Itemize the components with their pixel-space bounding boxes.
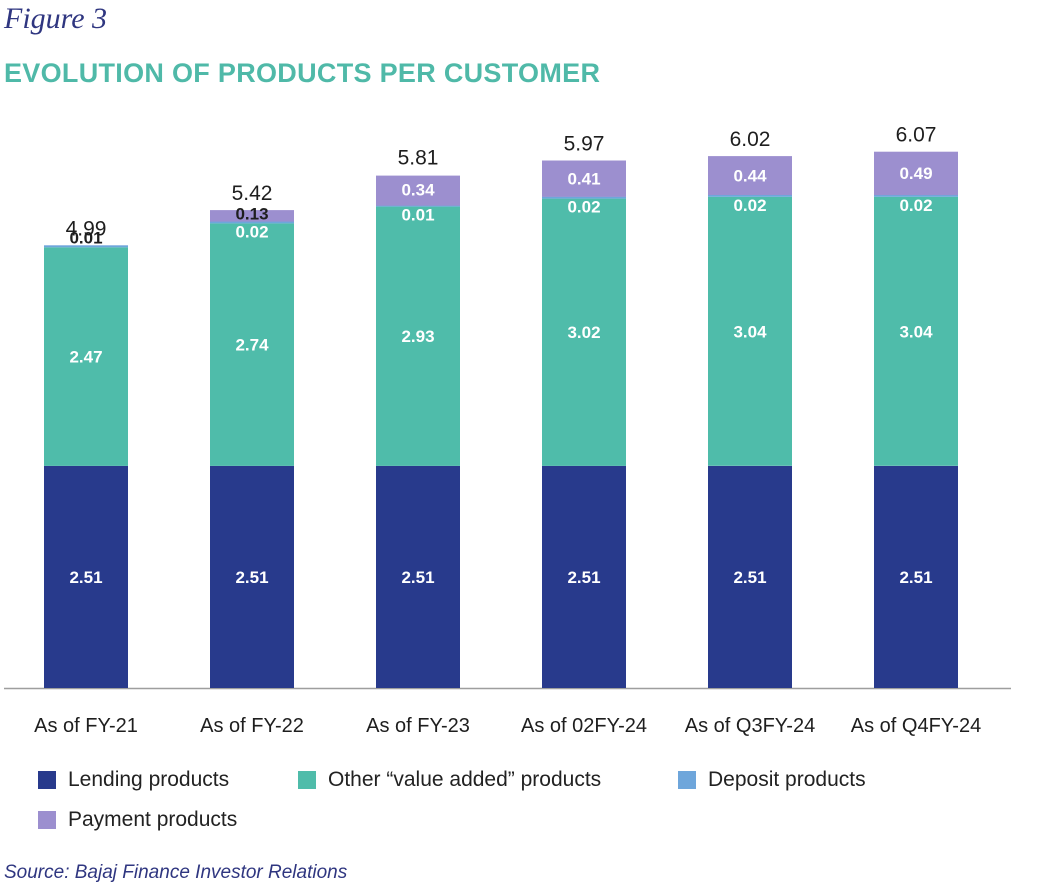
label-value-added-2: 2.93: [401, 327, 434, 346]
bar-lending-2: [376, 465, 460, 688]
bar-value_added-3: [542, 198, 626, 466]
bar-payment-1: [210, 210, 294, 222]
bar-payment-4: [708, 156, 792, 195]
bar-deposit-5: [874, 194, 958, 197]
label-payment-2: 0.34: [401, 181, 435, 200]
label-deposit-4: 0.02: [733, 196, 766, 215]
legend-swatch-lending: [38, 771, 56, 789]
total-label-5: 6.07: [896, 123, 937, 146]
bar-deposit-4: [708, 194, 792, 197]
bar-deposit-0: [44, 245, 128, 248]
label-lending-5: 2.51: [899, 568, 932, 587]
label-lending-4: 2.51: [733, 568, 766, 587]
total-label-3: 5.97: [564, 132, 605, 155]
bar-value_added-4: [708, 196, 792, 466]
label-value-added-4: 3.04: [733, 322, 767, 341]
label-payment-4: 0.44: [733, 166, 767, 185]
bar-deposit-1: [210, 221, 294, 224]
x-tick-label-0: As of FY-21: [34, 715, 138, 737]
bar-lending-1: [210, 465, 294, 688]
bar-value_added-5: [874, 196, 958, 466]
bar-payment-3: [542, 160, 626, 197]
label-value-added-5: 3.04: [899, 322, 933, 341]
legend-item-payment: Payment products: [38, 808, 237, 832]
legend-label-value-added: Other “value added” products: [328, 768, 602, 791]
label-deposit-1: 0.02: [235, 222, 268, 241]
label-payment-1: 0.13: [235, 204, 268, 223]
bar-value_added-0: [44, 247, 128, 466]
legend-item-value-added: Other “value added” products: [298, 768, 601, 792]
x-tick-label-3: As of 02FY-24: [521, 715, 647, 737]
x-tick-label-1: As of FY-22: [200, 715, 304, 737]
label-value-added-1: 2.74: [235, 336, 269, 355]
figure-label: Figure 3: [4, 2, 108, 35]
label-value-added-0: 2.47: [69, 348, 102, 367]
label-deposit-2: 0.01: [401, 206, 434, 225]
total-label-2: 5.81: [398, 146, 439, 169]
bar-value_added-2: [376, 206, 460, 466]
legend-swatch-value-added: [298, 771, 316, 789]
legend-item-lending: Lending products: [38, 768, 229, 792]
x-tick-label-5: As of Q4FY-24: [851, 715, 981, 737]
source-note: Source: Bajaj Finance Investor Relations: [4, 862, 348, 883]
bar-deposit-3: [542, 196, 626, 199]
legend-item-deposit: Deposit products: [678, 768, 866, 792]
label-value-added-3: 3.02: [567, 323, 600, 342]
legend-label-lending: Lending products: [68, 768, 230, 791]
label-lending-2: 2.51: [401, 568, 434, 587]
chart-title: EVOLUTION OF PRODUCTS PER CUSTOMER: [4, 58, 601, 88]
bar-lending-0: [44, 465, 128, 688]
label-lending-0: 2.51: [69, 568, 102, 587]
bar-value_added-1: [210, 223, 294, 466]
bar-payment-5: [874, 151, 958, 196]
label-deposit-3: 0.02: [567, 198, 600, 217]
label-payment-5: 0.49: [899, 164, 932, 183]
label-lending-1: 2.51: [235, 568, 268, 587]
label-deposit-5: 0.02: [899, 196, 932, 215]
total-label-0: 4.99: [66, 217, 107, 240]
total-label-1: 5.42: [232, 182, 273, 205]
bar-lending-5: [874, 465, 958, 688]
bar-lending-4: [708, 465, 792, 688]
label-deposit-0: 0.01: [69, 228, 102, 247]
legend-label-payment: Payment products: [68, 808, 238, 831]
legend-swatch-payment: [38, 811, 56, 829]
legend-swatch-deposit: [678, 771, 696, 789]
bar-payment-2: [376, 175, 460, 206]
label-lending-3: 2.51: [567, 568, 600, 587]
x-tick-label-4: As of Q3FY-24: [685, 715, 815, 737]
x-tick-label-2: As of FY-23: [366, 715, 470, 737]
bar-lending-3: [542, 465, 626, 688]
label-payment-3: 0.41: [567, 169, 600, 188]
legend-label-deposit: Deposit products: [708, 768, 866, 791]
total-label-4: 6.02: [730, 128, 771, 151]
